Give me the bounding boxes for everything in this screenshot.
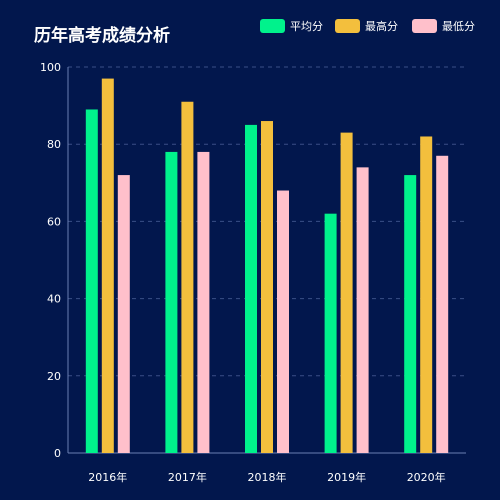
bar[interactable]: [277, 190, 289, 453]
y-tick-label: 100: [40, 61, 61, 74]
bar[interactable]: [261, 121, 273, 453]
x-tick-label: 2020年: [407, 470, 446, 484]
legend-swatch: [260, 19, 285, 33]
legend-item[interactable]: 最低分: [412, 19, 475, 33]
bar[interactable]: [436, 155, 449, 453]
x-tick-label: 2019年: [327, 470, 366, 484]
legend-label: 最高分: [365, 19, 398, 33]
y-tick-label: 0: [54, 447, 61, 460]
bar[interactable]: [245, 124, 257, 454]
y-tick-label: 80: [47, 138, 61, 151]
y-tick-label: 60: [47, 215, 61, 228]
legend-swatch: [335, 19, 360, 33]
bar[interactable]: [404, 175, 417, 453]
y-tick-label: 20: [47, 370, 61, 383]
legend-swatch: [412, 19, 437, 33]
bar[interactable]: [420, 136, 433, 454]
bar[interactable]: [85, 109, 98, 454]
y-axis: 0 20 40 60 80 100: [40, 61, 69, 460]
legend: 平均分 最高分 最低分: [260, 19, 475, 33]
grid-lines: [68, 66, 466, 377]
bar[interactable]: [197, 151, 210, 454]
y-tick-label: 40: [47, 293, 61, 306]
x-tick-label: 2018年: [248, 470, 287, 484]
bars: [85, 78, 449, 454]
bar[interactable]: [340, 132, 353, 453]
bar[interactable]: [101, 78, 114, 453]
legend-item[interactable]: 最高分: [335, 19, 398, 33]
legend-label: 平均分: [290, 20, 323, 33]
bar[interactable]: [324, 213, 337, 453]
legend-label: 最低分: [442, 20, 475, 33]
chart-title: 历年高考成绩分析: [34, 25, 170, 46]
legend-item[interactable]: 平均分: [260, 19, 323, 33]
x-axis: 2016年 2017年 2018年 2019年 2020年: [68, 452, 466, 484]
bar[interactable]: [165, 151, 178, 454]
bar[interactable]: [356, 167, 369, 454]
x-tick-label: 2017年: [168, 470, 207, 484]
bar[interactable]: [181, 101, 194, 454]
x-tick-label: 2016年: [88, 470, 127, 484]
bar[interactable]: [117, 175, 130, 453]
